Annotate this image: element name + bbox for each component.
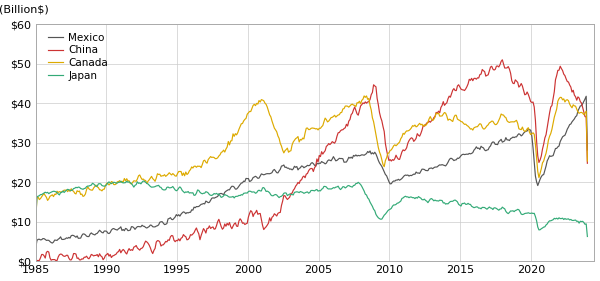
Mexico [583,95,590,98]
Japan [147,185,154,188]
Canada [363,94,370,98]
Canada [584,159,591,163]
Canada [389,146,396,150]
China [32,259,40,262]
Canada [263,103,270,106]
Canada [89,189,96,192]
Japan [140,179,147,183]
Line: Japan: Japan [36,181,587,237]
Japan [584,235,591,238]
China [263,225,270,228]
Japan [32,216,40,219]
China [68,258,75,262]
Mexico [32,246,40,250]
Line: Canada: Canada [36,96,587,219]
Canada [156,173,163,176]
Canada [32,218,40,221]
Mexico [388,182,395,185]
China [146,243,153,247]
Japan [263,189,271,193]
Legend: Mexico, China, Canada, Japan: Mexico, China, Canada, Japan [47,32,109,82]
China [388,159,395,163]
Mexico [89,232,96,236]
Japan [68,189,75,192]
Line: China: China [36,60,587,261]
Japan [89,182,96,185]
Canada [68,187,75,191]
China [156,240,163,244]
Line: Mexico: Mexico [36,96,587,248]
China [499,58,506,62]
Japan [389,205,396,208]
Mexico [68,234,75,237]
China [584,162,591,165]
Mexico [584,148,591,152]
Mexico [263,172,270,176]
Canada [146,178,153,182]
Text: (Billion$): (Billion$) [0,5,49,15]
Mexico [146,225,153,228]
China [89,253,96,257]
Japan [157,186,164,189]
Mexico [156,221,163,224]
